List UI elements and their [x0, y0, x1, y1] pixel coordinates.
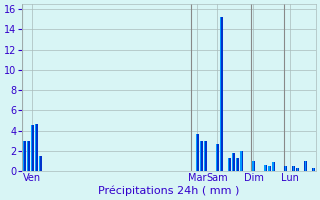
Bar — [252, 161, 253, 171]
Bar — [228, 158, 229, 171]
Bar — [196, 134, 198, 171]
Bar — [305, 161, 306, 171]
Bar — [264, 165, 266, 171]
X-axis label: Précipitations 24h ( mm ): Précipitations 24h ( mm ) — [98, 185, 240, 196]
Bar — [272, 162, 275, 171]
Bar — [268, 166, 271, 171]
Bar — [228, 158, 231, 171]
Bar — [216, 144, 217, 171]
Bar — [240, 151, 243, 171]
Bar — [23, 141, 24, 171]
Bar — [35, 124, 37, 171]
Bar — [292, 166, 294, 171]
Bar — [204, 141, 205, 171]
Bar — [39, 156, 42, 171]
Bar — [312, 168, 315, 171]
Bar — [236, 158, 237, 171]
Bar — [23, 141, 26, 171]
Bar — [200, 141, 203, 171]
Bar — [27, 141, 29, 171]
Bar — [236, 158, 239, 171]
Bar — [284, 166, 287, 171]
Bar — [268, 166, 270, 171]
Bar — [31, 125, 32, 171]
Bar — [284, 166, 286, 171]
Bar — [232, 153, 234, 171]
Bar — [272, 162, 274, 171]
Bar — [292, 166, 295, 171]
Bar — [296, 168, 299, 171]
Bar — [27, 141, 28, 171]
Bar — [264, 165, 267, 171]
Bar — [252, 161, 255, 171]
Bar — [304, 161, 307, 171]
Bar — [35, 124, 36, 171]
Bar — [297, 168, 298, 171]
Bar — [39, 156, 40, 171]
Bar — [196, 134, 197, 171]
Bar — [204, 141, 207, 171]
Bar — [220, 17, 223, 171]
Bar — [313, 168, 314, 171]
Bar — [200, 141, 201, 171]
Bar — [31, 125, 34, 171]
Bar — [216, 144, 219, 171]
Bar — [240, 151, 242, 171]
Bar — [220, 17, 221, 171]
Bar — [232, 153, 235, 171]
